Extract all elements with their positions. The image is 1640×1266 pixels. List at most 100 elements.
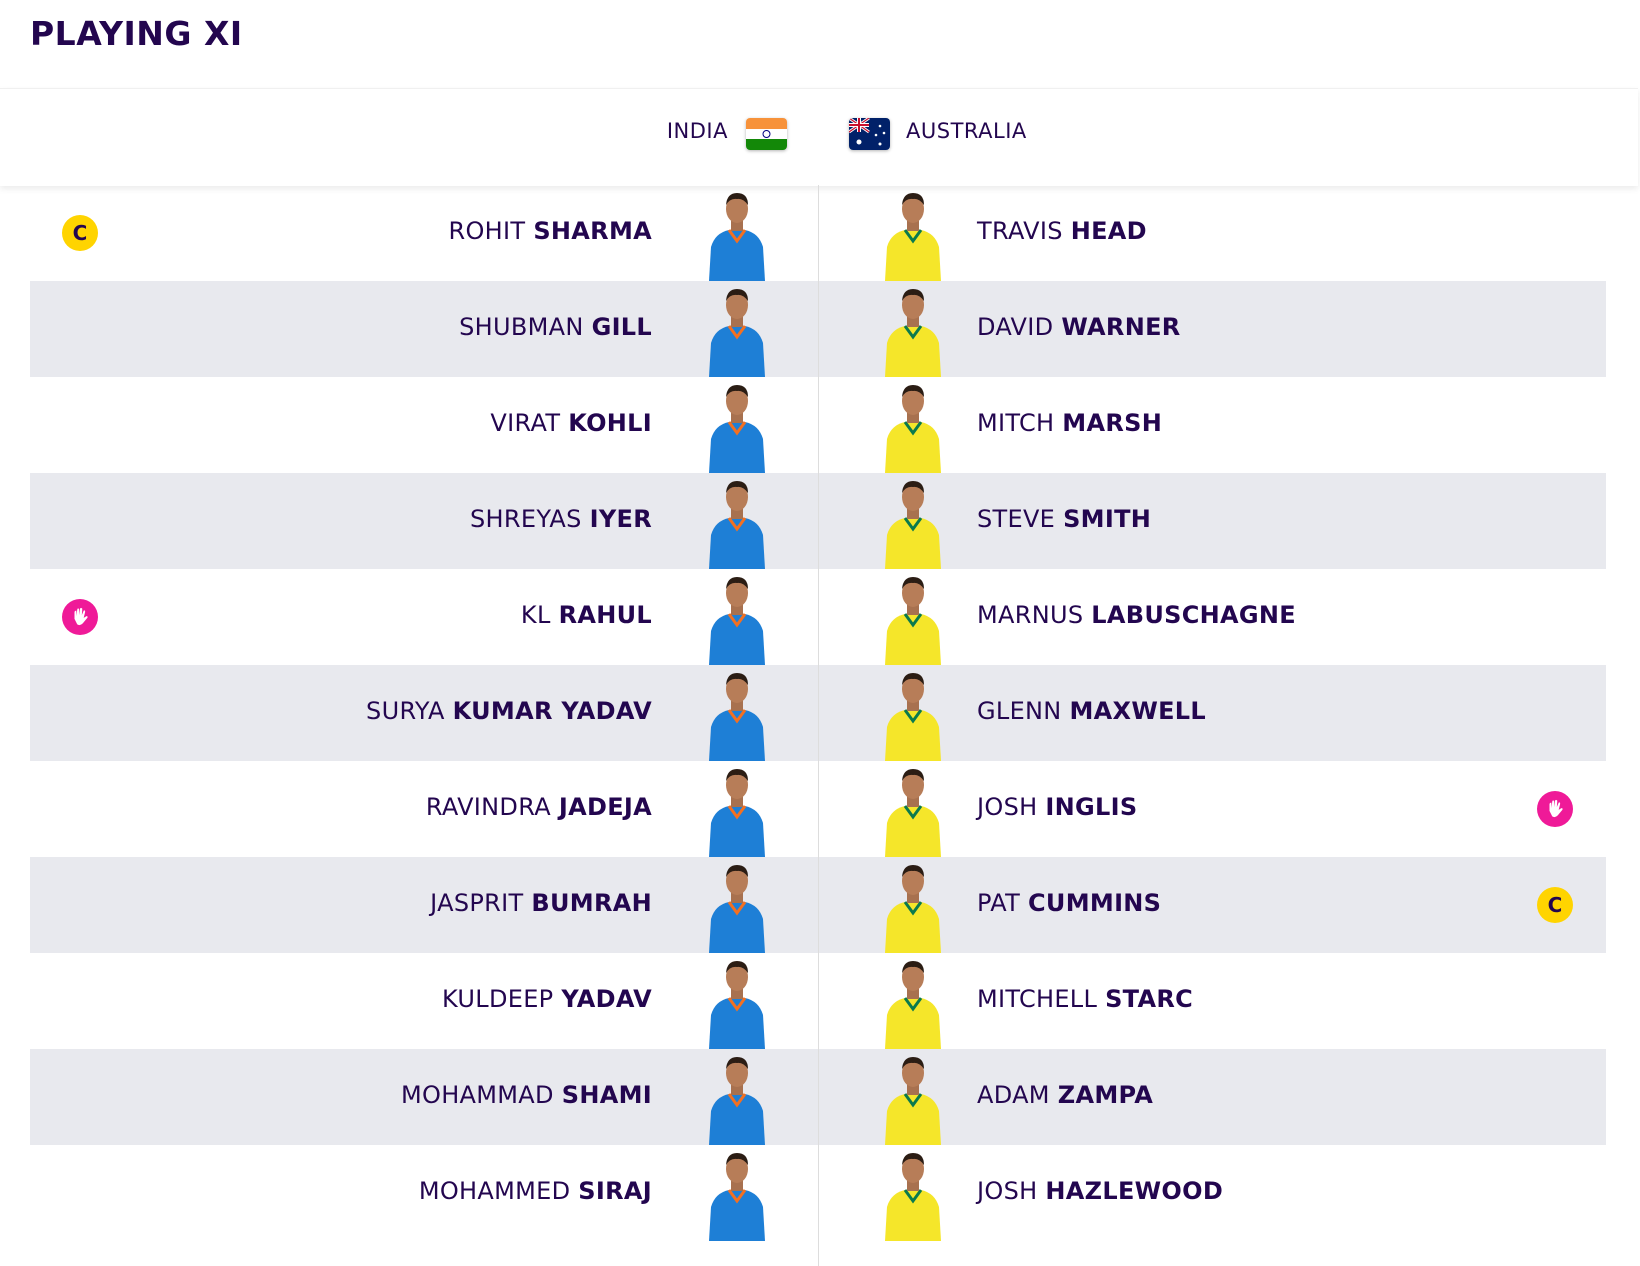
player-name: JASPRIT BUMRAH	[430, 889, 652, 917]
player-photo	[885, 193, 941, 281]
captain-badge: C	[1537, 887, 1573, 923]
last-name: SMITH	[1063, 505, 1152, 533]
wicketkeeper-badge	[1537, 791, 1573, 827]
player-name: MITCH MARSH	[977, 409, 1162, 437]
first-name: GLENN	[977, 697, 1062, 725]
last-name: JADEJA	[558, 793, 652, 821]
first-name: ADAM	[977, 1081, 1050, 1109]
player-photo	[885, 481, 941, 569]
first-name: MARNUS	[977, 601, 1084, 629]
first-name: SURYA	[366, 697, 445, 725]
player-name: ROHIT SHARMA	[449, 217, 652, 245]
first-name: MITCHELL	[977, 985, 1098, 1013]
player-photo	[885, 1153, 941, 1241]
first-name: ROHIT	[448, 217, 526, 245]
australia-flag	[849, 118, 890, 150]
player-name: SHREYAS IYER	[470, 505, 652, 533]
player-photo	[885, 1057, 941, 1145]
india-flag	[746, 118, 787, 150]
player-row: KL RAHUL MARNUS LABUSCHAGNE	[30, 569, 1606, 665]
wicketkeeper-icon	[74, 607, 88, 626]
last-name: KOHLI	[568, 409, 652, 437]
first-name: STEVE	[977, 505, 1056, 533]
player-photo	[709, 769, 765, 857]
player-name: VIRAT KOHLI	[490, 409, 652, 437]
player-photo	[885, 577, 941, 665]
player-name: SURYA KUMAR YADAV	[366, 697, 652, 725]
first-name: MOHAMMED	[418, 1177, 571, 1205]
last-name: IYER	[589, 505, 652, 533]
first-name: SHUBMAN	[459, 313, 584, 341]
last-name: HEAD	[1070, 217, 1147, 245]
player-name: JOSH INGLIS	[977, 793, 1137, 821]
first-name: JASPRIT	[430, 889, 524, 917]
player-row: RAVINDRA JADEJA JOSH INGLIS	[30, 761, 1606, 857]
player-photo	[709, 961, 765, 1049]
last-name: RAHUL	[558, 601, 652, 629]
wicketkeeper-icon	[1549, 799, 1563, 818]
player-photo	[885, 769, 941, 857]
last-name: SIRAJ	[578, 1177, 652, 1205]
first-name: KL	[520, 601, 551, 629]
divider	[818, 185, 819, 1266]
player-photo	[709, 1153, 765, 1241]
captain-badge: C	[62, 215, 98, 251]
first-name: MOHAMMAD	[401, 1081, 554, 1109]
last-name: ZAMPA	[1057, 1081, 1154, 1109]
last-name: WARNER	[1061, 313, 1181, 341]
last-name: GILL	[591, 313, 652, 341]
last-name: CUMMINS	[1028, 889, 1162, 917]
player-name: MOHAMMED SIRAJ	[419, 1177, 652, 1205]
wicketkeeper-badge	[62, 599, 98, 635]
player-name: ADAM ZAMPA	[977, 1081, 1153, 1109]
first-name: VIRAT	[490, 409, 561, 437]
player-name: MOHAMMAD SHAMI	[401, 1081, 652, 1109]
last-name: BUMRAH	[531, 889, 652, 917]
last-name: INGLIS	[1045, 793, 1138, 821]
team-header: INDIA AUSTRALIA	[0, 88, 1638, 186]
player-photo	[709, 481, 765, 569]
first-name: MITCH	[977, 409, 1055, 437]
page-title: PLAYING XI	[30, 14, 243, 53]
player-name: GLENN MAXWELL	[977, 697, 1206, 725]
player-photo	[885, 289, 941, 377]
player-row: MOHAMMED SIRAJ JOSH HAZLEWOOD	[30, 1145, 1606, 1241]
first-name: SHREYAS	[470, 505, 582, 533]
player-photo	[709, 577, 765, 665]
team-name: INDIA	[666, 119, 728, 143]
player-photo	[709, 193, 765, 281]
player-name: KL RAHUL	[521, 601, 652, 629]
last-name: SHARMA	[533, 217, 652, 245]
player-name: PAT CUMMINS	[977, 889, 1161, 917]
player-name: TRAVIS HEAD	[977, 217, 1147, 245]
player-photo	[709, 865, 765, 953]
player-name: MARNUS LABUSCHAGNE	[977, 601, 1296, 629]
player-row: KULDEEP YADAV MITCHELL STARC	[30, 953, 1606, 1049]
player-photo	[885, 961, 941, 1049]
first-name: PAT	[977, 889, 1021, 917]
first-name: TRAVIS	[977, 217, 1063, 245]
player-name: DAVID WARNER	[977, 313, 1181, 341]
player-photo	[885, 865, 941, 953]
last-name: SHAMI	[561, 1081, 652, 1109]
last-name: MARSH	[1062, 409, 1163, 437]
first-name: JOSH	[977, 793, 1038, 821]
last-name: MAXWELL	[1069, 697, 1206, 725]
player-photo	[709, 289, 765, 377]
player-photo	[709, 385, 765, 473]
last-name: HAZLEWOOD	[1045, 1177, 1224, 1205]
first-name: DAVID	[977, 313, 1054, 341]
first-name: JOSH	[977, 1177, 1038, 1205]
player-name: SHUBMAN GILL	[459, 313, 652, 341]
player-row: ROHIT SHARMA C TRAVIS HEAD	[30, 185, 1606, 281]
team-name: AUSTRALIA	[906, 119, 1027, 143]
player-photo	[885, 385, 941, 473]
player-name: RAVINDRA JADEJA	[426, 793, 652, 821]
last-name: STARC	[1105, 985, 1194, 1013]
last-name: YADAV	[561, 985, 652, 1013]
first-name: KULDEEP	[442, 985, 554, 1013]
player-photo	[709, 673, 765, 761]
last-name: LABUSCHAGNE	[1091, 601, 1296, 629]
player-name: MITCHELL STARC	[977, 985, 1193, 1013]
